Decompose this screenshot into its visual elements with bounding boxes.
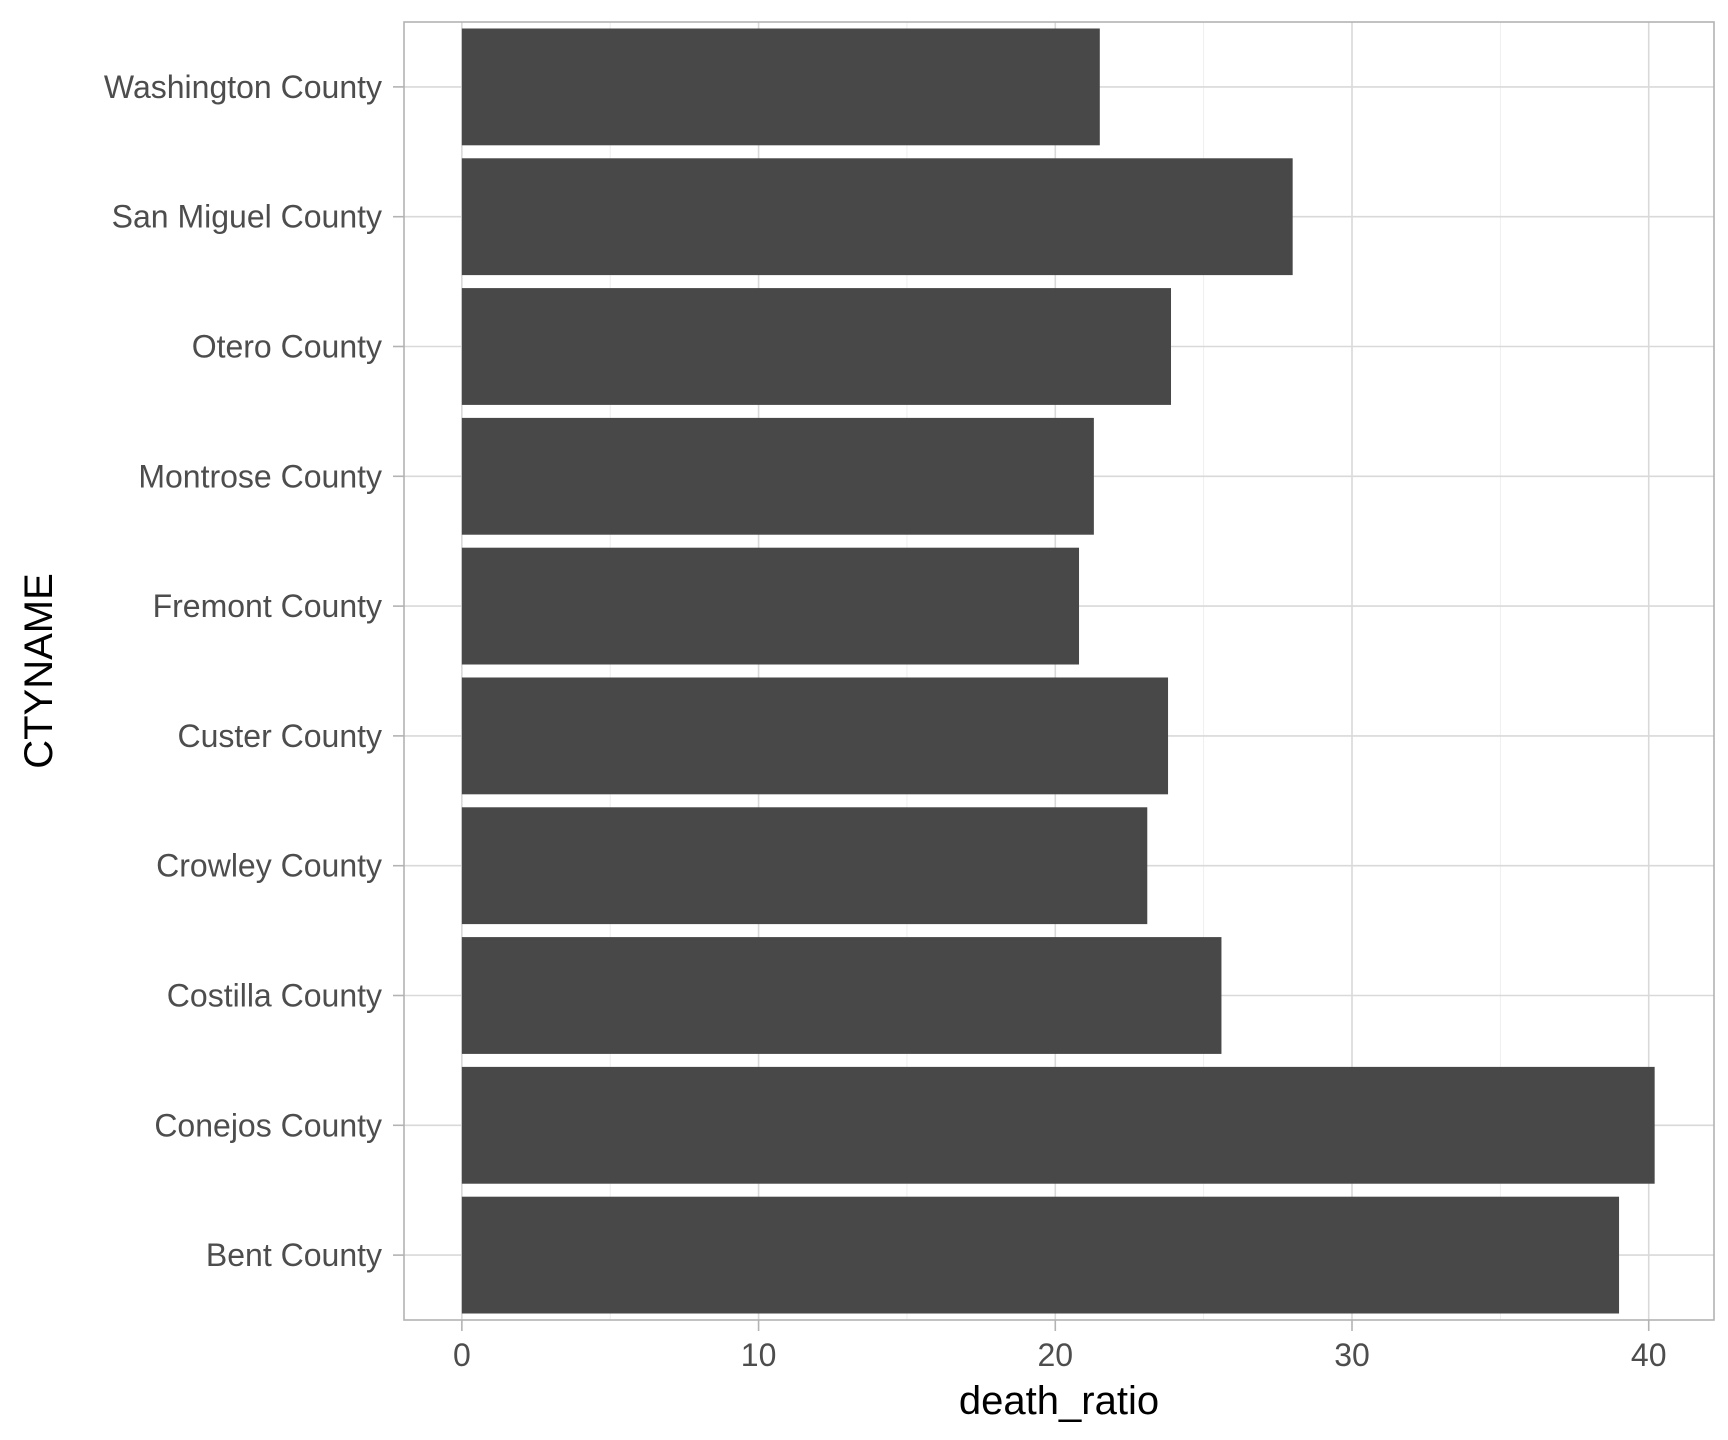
bar (461, 158, 1293, 276)
x-axis-title: death_ratio (959, 1379, 1159, 1423)
bar (461, 547, 1080, 665)
bar (461, 677, 1169, 795)
bar (461, 417, 1094, 535)
x-tick-label: 20 (1037, 1337, 1073, 1373)
bars-layer (461, 28, 1655, 1314)
bar (461, 288, 1172, 405)
y-tick-label: Costilla County (167, 978, 382, 1014)
bar (461, 807, 1148, 925)
ticks-layer (393, 86, 1650, 1331)
y-tick-label: Otero County (192, 329, 382, 365)
bar (461, 1066, 1655, 1184)
x-tick-label: 0 (453, 1337, 471, 1373)
x-tick-label: 10 (741, 1337, 777, 1373)
bar (461, 1196, 1620, 1314)
bar (461, 28, 1100, 146)
y-tick-label: Conejos County (154, 1107, 382, 1143)
y-tick-label: Bent County (206, 1237, 382, 1273)
plot-panel-border (403, 21, 1715, 1321)
y-tick-label: Crowley County (156, 848, 382, 884)
bar (461, 937, 1222, 1054)
y-tick-label: Custer County (177, 718, 382, 754)
y-tick-label: Montrose County (138, 458, 382, 494)
x-tick-label: 30 (1334, 1337, 1370, 1373)
y-tick-label: Fremont County (153, 588, 382, 624)
y-tick-label: Washington County (104, 69, 382, 105)
y-axis-title: CTYNAME (17, 573, 61, 769)
x-tick-label: 40 (1631, 1337, 1667, 1373)
y-tick-label: San Miguel County (112, 199, 382, 235)
tick-labels-layer: 0 10 20 30 40 Bent County Conejos County Costil… (104, 69, 1667, 1373)
